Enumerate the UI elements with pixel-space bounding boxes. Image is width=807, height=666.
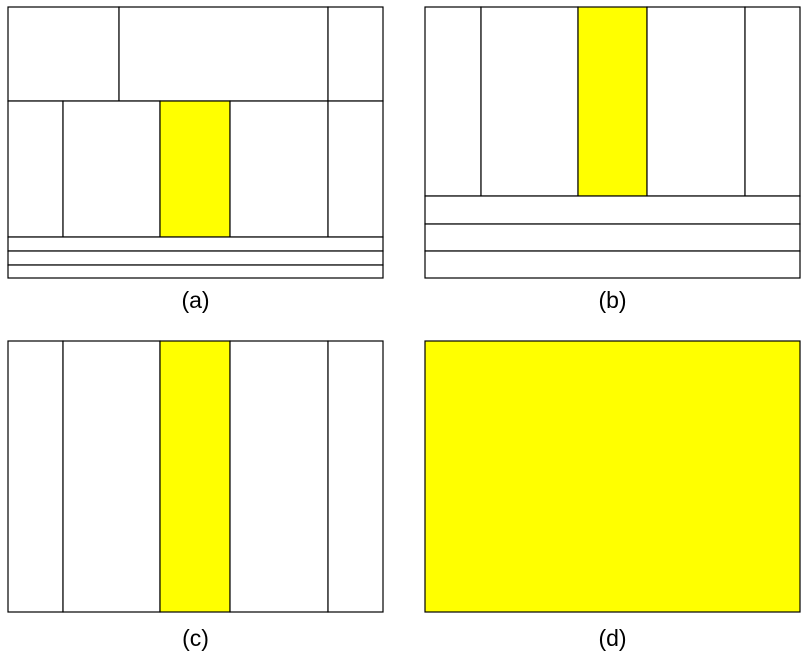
- cell-b-col-2: [480, 6, 579, 197]
- cell-b-col-4: [646, 6, 746, 197]
- cell-a-top-left: [7, 6, 120, 102]
- cell-d-highlighted: [424, 340, 801, 613]
- cell-c-highlighted: [159, 340, 231, 613]
- cell-a-highlighted: [159, 100, 231, 238]
- cell-b-strip-2: [424, 223, 801, 252]
- cell-a-strip-3: [7, 264, 384, 279]
- cell-a-top-right: [327, 6, 384, 102]
- panel-b: (b): [424, 6, 801, 313]
- panel-c-label: (c): [182, 625, 209, 651]
- cell-a-top-middle: [118, 6, 329, 102]
- cell-b-highlighted: [577, 6, 648, 197]
- panel-a-label: (a): [181, 287, 209, 313]
- cell-a-strip-1: [7, 236, 384, 252]
- cell-c-col-2: [62, 340, 161, 613]
- cell-a-mid-4: [229, 100, 329, 238]
- panel-d-label: (d): [598, 625, 626, 651]
- cell-b-col-5: [744, 6, 801, 197]
- panel-d: (d): [424, 340, 801, 651]
- cell-c-col-1: [7, 340, 64, 613]
- cell-c-col-5: [327, 340, 384, 613]
- cell-b-col-1: [424, 6, 482, 197]
- cell-a-strip-2: [7, 250, 384, 266]
- panel-b-label: (b): [598, 287, 626, 313]
- cell-b-strip-3: [424, 250, 801, 279]
- panel-a: (a): [7, 6, 384, 313]
- cell-c-col-4: [229, 340, 329, 613]
- cell-b-strip-1: [424, 195, 801, 225]
- panel-c: (c): [7, 340, 384, 651]
- cell-a-mid-1: [7, 100, 64, 238]
- cell-a-mid-5: [327, 100, 384, 238]
- cell-a-mid-2: [62, 100, 161, 238]
